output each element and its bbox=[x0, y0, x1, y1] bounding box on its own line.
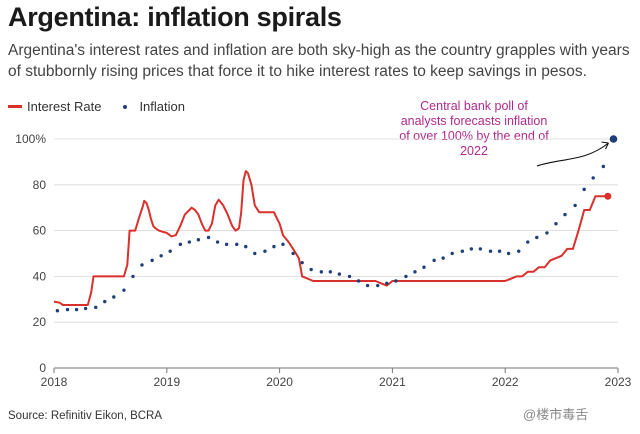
inflation-dot bbox=[244, 244, 248, 249]
legend-item-interest-rate: Interest Rate bbox=[8, 99, 101, 114]
inflation-dot bbox=[196, 238, 201, 242]
x-tick-label: 2022 bbox=[492, 375, 519, 389]
inflation-dot bbox=[224, 242, 229, 247]
legend-label-interest-rate: Interest Rate bbox=[27, 99, 102, 114]
x-tick-label: 2023 bbox=[605, 375, 632, 389]
inflation-dot bbox=[65, 307, 70, 312]
chart-subtitle: Argentina's interest rates and inflation… bbox=[8, 42, 630, 80]
inflation-dot bbox=[441, 256, 445, 260]
inflation-dot bbox=[356, 279, 361, 283]
inflation-dot bbox=[103, 299, 107, 304]
y-tick-label: 40 bbox=[33, 269, 47, 283]
watermark: @楼市毒舌 bbox=[523, 407, 589, 422]
inflation-dot bbox=[168, 249, 172, 253]
x-tick-label: 2020 bbox=[266, 375, 293, 389]
chart-axes: 0 20 40 60 80 100% 2018 2019 2020 2021 2022 2023 bbox=[15, 132, 631, 389]
inflation-dot bbox=[478, 247, 483, 251]
inflation-dot bbox=[394, 279, 398, 283]
inflation-forecast-point bbox=[609, 135, 618, 143]
x-tick-label: 2019 bbox=[153, 375, 180, 389]
annotation-arrow bbox=[536, 142, 609, 167]
inflation-dot bbox=[281, 242, 285, 247]
inflation-dot bbox=[140, 263, 144, 267]
inflation-dot bbox=[309, 267, 313, 272]
x-tick-label: 2021 bbox=[379, 375, 406, 389]
inflation-dot bbox=[497, 249, 502, 253]
legend-item-inflation: Inflation bbox=[123, 99, 185, 114]
chart-source: Source: Refinitiv Eikon, BCRA bbox=[8, 410, 163, 422]
inflation-dot bbox=[150, 258, 154, 263]
inflation-dot bbox=[376, 283, 380, 288]
x-tick-label: 2018 bbox=[41, 375, 68, 389]
inflation-dot bbox=[253, 251, 257, 256]
inflation-dot bbox=[413, 270, 417, 274]
inflation-dot bbox=[545, 231, 549, 235]
chart-annotation: Central bank poll of analysts forecasts … bbox=[399, 99, 549, 158]
inflation-dot bbox=[422, 265, 426, 269]
inflation-dot bbox=[526, 240, 530, 244]
inflation-dot bbox=[601, 164, 606, 169]
inflation-dot bbox=[582, 187, 586, 192]
inflation-dot bbox=[319, 270, 324, 274]
inflation-dot bbox=[385, 281, 389, 285]
inflation-dot bbox=[215, 240, 220, 244]
y-tick-label: 80 bbox=[33, 178, 47, 192]
inflation-dot bbox=[94, 305, 98, 310]
inflation-dot bbox=[206, 235, 211, 240]
inflation-dot bbox=[554, 222, 558, 226]
inflation-dot bbox=[112, 295, 116, 299]
inflation-dot bbox=[83, 306, 88, 311]
chart-series bbox=[53, 135, 618, 313]
legend-label-inflation: Inflation bbox=[139, 99, 185, 114]
inflation-dot bbox=[337, 272, 342, 276]
y-tick-label: 60 bbox=[33, 224, 47, 238]
inflation-dot bbox=[591, 176, 595, 180]
legend-swatch-inflation bbox=[123, 104, 128, 109]
inflation-dot bbox=[74, 307, 79, 312]
inflation-dot bbox=[187, 240, 192, 244]
inflation-dot bbox=[573, 203, 577, 208]
annotation-arrow-group bbox=[536, 141, 609, 167]
y-tick-label: 20 bbox=[33, 315, 47, 329]
inflation-dot bbox=[506, 251, 511, 256]
inflation-dot bbox=[535, 235, 539, 240]
inflation-dot bbox=[365, 283, 370, 288]
annotation-arrowhead bbox=[601, 141, 609, 150]
interest-rate-end-point bbox=[604, 192, 612, 200]
inflation-dot bbox=[432, 258, 436, 263]
inflation-dot bbox=[328, 270, 333, 274]
inflation-dot bbox=[450, 251, 454, 256]
inflation-dot bbox=[300, 260, 304, 265]
inflation-dot bbox=[488, 249, 493, 253]
inflation-dot bbox=[347, 274, 352, 279]
chart-legend: Interest Rate Inflation bbox=[8, 99, 207, 114]
inflation-dot bbox=[517, 249, 521, 253]
inflation-dot bbox=[469, 247, 474, 251]
chart-title: Argentina: inflation spirals bbox=[8, 2, 342, 32]
inflation-dot bbox=[159, 254, 163, 258]
y-tick-label: 0 bbox=[39, 361, 46, 375]
interest-rate-line bbox=[53, 170, 607, 306]
inflation-dot bbox=[460, 249, 465, 253]
inflation-dot bbox=[291, 251, 295, 256]
legend-swatch-interest-rate bbox=[8, 105, 22, 108]
inflation-dot bbox=[131, 274, 135, 279]
inflation-dot bbox=[272, 244, 276, 249]
chart-grid bbox=[54, 138, 618, 369]
inflation-dot bbox=[563, 212, 567, 217]
inflation-dot bbox=[55, 309, 60, 313]
inflation-dot bbox=[263, 249, 267, 253]
inflation-dot bbox=[235, 242, 239, 247]
inflation-dot bbox=[122, 288, 126, 292]
inflation-dot bbox=[404, 274, 408, 279]
y-tick-label: 100% bbox=[15, 132, 46, 146]
inflation-dot bbox=[178, 242, 183, 247]
